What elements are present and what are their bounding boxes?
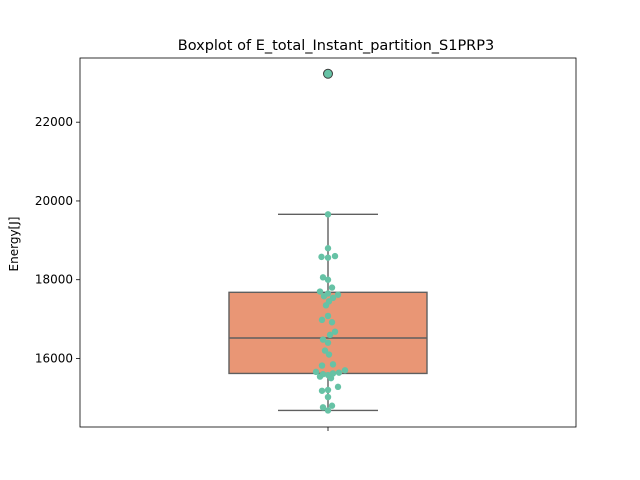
data-point xyxy=(328,319,336,326)
data-point xyxy=(331,252,339,260)
data-point xyxy=(324,407,332,414)
data-point xyxy=(326,331,334,339)
data-point xyxy=(325,351,333,358)
data-point xyxy=(324,339,332,346)
data-point xyxy=(329,361,337,368)
data-point xyxy=(324,245,332,252)
data-point xyxy=(331,328,339,335)
data-point xyxy=(324,276,332,283)
y-axis-label: Energy[J] xyxy=(7,217,21,272)
y-axis-ticks: 16000 18000 20000 22000 xyxy=(35,115,80,365)
data-point xyxy=(322,302,330,309)
data-point xyxy=(327,374,335,382)
data-point xyxy=(312,368,320,376)
y-tick-label: 22000 xyxy=(35,115,73,129)
data-point xyxy=(324,211,332,218)
outlier-point xyxy=(323,68,333,79)
data-point xyxy=(319,404,327,411)
data-point xyxy=(319,274,327,281)
data-point xyxy=(324,312,332,320)
data-point xyxy=(319,336,327,343)
data-point xyxy=(318,387,326,394)
data-point xyxy=(321,347,329,354)
y-tick-label: 20000 xyxy=(35,194,73,208)
data-point xyxy=(328,402,336,409)
data-point xyxy=(328,284,336,291)
data-point xyxy=(318,316,326,324)
y-tick-label: 16000 xyxy=(35,351,73,365)
plot-area xyxy=(228,68,428,414)
data-point xyxy=(318,362,326,369)
data-point xyxy=(335,369,343,376)
data-point xyxy=(316,373,324,380)
data-point xyxy=(324,386,332,394)
y-tick-label: 18000 xyxy=(35,273,73,287)
data-point xyxy=(341,367,349,374)
data-point xyxy=(318,253,325,261)
data-point xyxy=(324,254,332,261)
chart-title: Boxplot of E_total_Instant_partition_S1P… xyxy=(178,38,494,54)
data-point xyxy=(320,293,328,300)
data-point xyxy=(324,393,332,401)
data-point xyxy=(334,291,342,298)
data-point xyxy=(316,288,324,295)
data-point xyxy=(334,383,342,391)
